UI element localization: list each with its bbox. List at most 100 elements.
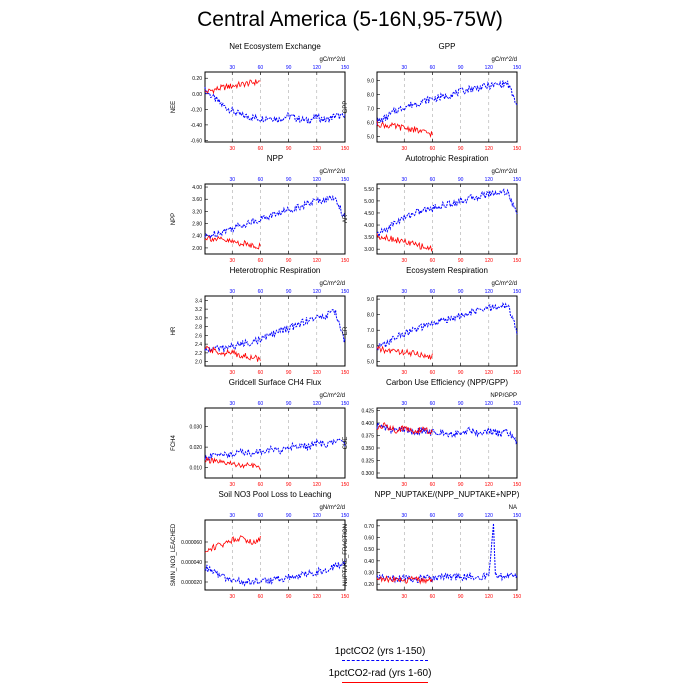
plot-frame	[376, 71, 518, 143]
series-line-1pctco2-rad	[376, 233, 433, 253]
y-axis-label: NUPTAKE_FRACTION	[343, 524, 349, 586]
x-bottom-tick-label: 60	[430, 482, 436, 488]
plot-frame	[204, 407, 346, 479]
x-top-tick-label: 90	[458, 401, 464, 407]
y-tick-label: 0.400	[361, 421, 374, 427]
y-tick-label: 2.00	[192, 246, 202, 252]
x-top-tick-label: 120	[313, 513, 322, 519]
x-top-tick-label: 150	[341, 177, 350, 183]
x-top-tick-label: 150	[341, 401, 350, 407]
x-top-tick-label: 90	[286, 401, 292, 407]
series-line-1pctco2-rad	[204, 79, 261, 95]
y-tick-label: 0.325	[361, 459, 374, 465]
y-tick-label: 0.00	[192, 92, 202, 98]
x-bottom-tick-label: 150	[513, 146, 522, 152]
y-tick-label: 0.20	[364, 582, 374, 588]
x-top-tick-label: 60	[258, 513, 264, 519]
x-bottom-tick-label: 150	[341, 594, 350, 600]
chart-panel-4: Heterotrophic Respiration gC/m^2/d 30 60 90 1…	[171, 266, 349, 376]
x-bottom-tick-label: 120	[313, 258, 322, 264]
x-top-tick-label: 120	[313, 401, 322, 407]
series-line-1pctco2-rad	[376, 345, 433, 361]
x-bottom-tick-label: 150	[341, 258, 350, 264]
x-top-tick-label: 60	[430, 401, 436, 407]
y-tick-label: 3.60	[192, 197, 202, 203]
series-line-1pctco2	[376, 188, 518, 239]
y-tick-label: 0.000060	[181, 540, 202, 546]
x-top-tick-label: 30	[401, 401, 407, 407]
y-tick-label: -0.40	[191, 123, 203, 129]
chart-panel-2: NPP gC/m^2/d 30 60 90 120 150 30 60 90 120 150 4.00 3…	[171, 154, 349, 264]
x-bottom-tick-label: 90	[458, 146, 464, 152]
y-tick-label: 3.4	[195, 298, 202, 304]
x-top-tick-label: 30	[401, 289, 407, 295]
x-bottom-tick-label: 120	[485, 146, 494, 152]
panel-title: Heterotrophic Respiration	[230, 266, 321, 275]
y-tick-label: 0.030	[189, 425, 202, 431]
y-axis-label: ER	[343, 326, 349, 335]
y-tick-label: 0.50	[364, 547, 374, 553]
y-tick-label: 3.0	[195, 316, 202, 322]
y-tick-label: -0.60	[191, 138, 203, 144]
x-top-tick-label: 150	[341, 513, 350, 519]
x-top-tick-label: 120	[485, 65, 494, 71]
x-top-tick-label: 120	[313, 177, 322, 183]
series-line-1pctco2-rad	[204, 345, 261, 362]
x-top-tick-label: 30	[229, 401, 235, 407]
y-tick-label: 0.70	[364, 524, 374, 530]
y-tick-label: 2.8	[195, 325, 202, 331]
x-top-tick-label: 90	[286, 65, 292, 71]
y-tick-label: 0.425	[361, 409, 374, 415]
x-bottom-tick-label: 90	[286, 594, 292, 600]
y-tick-label: -0.20	[191, 107, 203, 113]
panel-units: gC/m^2/d	[492, 281, 518, 287]
series-line-1pctco2-rad	[376, 575, 433, 585]
panel-title: NPP_NUPTAKE/(NPP_NUPTAKE+NPP)	[375, 490, 520, 499]
y-tick-label: 3.20	[192, 209, 202, 215]
x-bottom-tick-label: 90	[286, 370, 292, 376]
y-tick-label: 0.20	[192, 76, 202, 82]
y-axis-label: AR	[343, 214, 349, 223]
y-tick-label: 7.0	[367, 106, 374, 112]
x-top-tick-label: 120	[313, 289, 322, 295]
series-line-1pctco2	[204, 559, 346, 587]
x-bottom-tick-label: 150	[513, 258, 522, 264]
panel-units: gC/m^2/d	[492, 57, 518, 63]
page-title: Central America (5-16N,95-75W)	[197, 8, 503, 31]
x-bottom-tick-label: 60	[258, 146, 264, 152]
y-axis-label: GPP	[343, 101, 349, 114]
x-top-tick-label: 60	[430, 177, 436, 183]
y-tick-label: 3.2	[195, 307, 202, 313]
y-tick-label: 4.00	[364, 223, 374, 229]
series-line-1pctco2	[204, 438, 346, 461]
x-bottom-tick-label: 90	[458, 370, 464, 376]
x-top-tick-label: 90	[458, 289, 464, 295]
y-tick-label: 4.50	[364, 211, 374, 217]
panel-title: NPP	[267, 154, 283, 163]
panel-units: gC/m^2/d	[492, 169, 518, 175]
chart-panel-6: Gridcell Surface CH4 Flux gC/m^2/d 30 60 90 1…	[171, 378, 349, 488]
panel-units: NPP/GPP	[490, 393, 517, 399]
x-top-tick-label: 120	[485, 289, 494, 295]
x-bottom-tick-label: 60	[430, 370, 436, 376]
y-tick-label: 2.2	[195, 351, 202, 357]
plot-frame	[204, 295, 346, 367]
x-top-tick-label: 30	[229, 289, 235, 295]
x-top-tick-label: 30	[229, 513, 235, 519]
x-top-tick-label: 30	[229, 65, 235, 71]
y-tick-label: 2.40	[192, 234, 202, 240]
x-top-tick-label: 60	[258, 65, 264, 71]
chart-panel-0: Net Ecosystem Exchange gC/m^2/d 30 60 90 120 1…	[171, 42, 349, 152]
y-axis-label: CUE	[343, 437, 349, 450]
x-top-tick-label: 60	[430, 513, 436, 519]
chart-panel-9: NPP_NUPTAKE/(NPP_NUPTAKE+NPP) NA 30 60 90 120…	[343, 490, 521, 600]
series-line-1pctco2	[204, 194, 346, 240]
y-tick-label: 8.0	[367, 313, 374, 319]
y-tick-label: 2.6	[195, 333, 202, 339]
x-bottom-tick-label: 30	[229, 146, 235, 152]
x-bottom-tick-label: 30	[229, 370, 235, 376]
y-tick-label: 3.50	[364, 235, 374, 241]
y-tick-label: 0.300	[361, 471, 374, 477]
plot-frame	[204, 183, 346, 255]
panel-units: gC/m^2/d	[320, 57, 346, 63]
